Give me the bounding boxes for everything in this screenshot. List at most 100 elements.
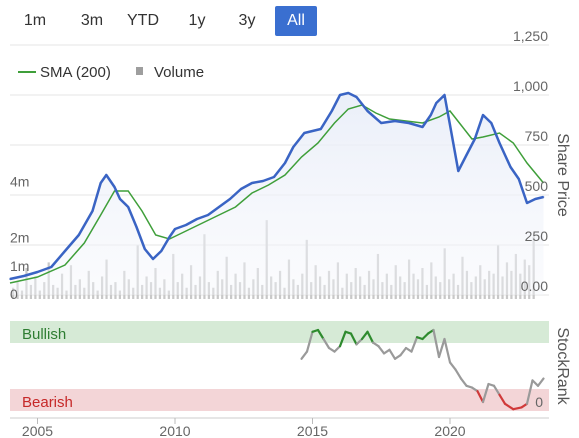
price-tick-label: 750 [525, 128, 549, 144]
price-point [273, 176, 275, 178]
price-point [482, 114, 484, 116]
price-point [218, 206, 220, 208]
stockrank-segment [300, 350, 309, 360]
price-point [135, 226, 138, 228]
stockrank-segment [333, 345, 342, 353]
stockrank-segment [322, 337, 331, 350]
stockrank-zero-tick: 0 [535, 394, 543, 410]
price-point [251, 182, 253, 184]
bullish-band [10, 321, 549, 343]
stockrank-segment [338, 330, 347, 348]
price-point [168, 236, 171, 238]
price-tick-label: 1,000 [513, 78, 548, 94]
price-point [303, 132, 306, 134]
stockrank-segment [498, 393, 507, 405]
stockrank-segment [360, 330, 369, 341]
bearish-label: Bearish [22, 394, 73, 411]
price-point [366, 110, 369, 112]
stockrank-segment [399, 346, 408, 357]
x-tick-label: 2005 [22, 423, 53, 438]
price-point [435, 102, 438, 104]
sma-line [9, 104, 545, 284]
price-line [9, 91, 544, 281]
stockrank-segment [476, 390, 485, 404]
range-tab-all[interactable]: All [275, 6, 317, 36]
stockrank-segment [492, 384, 501, 396]
price-point [262, 180, 264, 182]
price-point [526, 202, 528, 204]
stockrank-segment [366, 330, 375, 344]
price-point [77, 234, 80, 236]
price-point [449, 124, 451, 126]
price-point [185, 224, 187, 226]
price-point [473, 138, 476, 140]
price-point [421, 126, 424, 128]
price-point [64, 250, 66, 252]
price-point [380, 122, 383, 124]
price-point [429, 114, 432, 116]
stockrank-segment [316, 328, 325, 341]
price-point [407, 122, 410, 124]
range-tab-ytd[interactable]: YTD [127, 12, 159, 29]
share-price-axis-label: Share Price [554, 133, 571, 217]
price-area-fill [10, 93, 544, 295]
price-point [229, 198, 231, 200]
stockrank-segment [448, 361, 457, 371]
price-point [207, 214, 209, 216]
price-point [174, 228, 176, 230]
price-point [465, 154, 468, 156]
price-point [160, 250, 163, 252]
legend-sma-label: SMA (200) [40, 64, 111, 81]
price-point [240, 188, 242, 190]
price-tick-label: 0.00 [521, 278, 548, 294]
legend-volume-swatch [136, 67, 143, 75]
bearish-band [10, 389, 549, 411]
volume-tick-label: 2m [10, 230, 29, 246]
price-tick-label: 1,250 [513, 28, 548, 44]
price-point [490, 122, 493, 124]
price-points [9, 92, 545, 280]
volume-tick-label: 4m [10, 173, 29, 189]
price-point [534, 198, 537, 200]
stockrank-segment [355, 337, 364, 346]
stockrank-line [300, 328, 545, 411]
price-point [443, 94, 446, 96]
stockrank-segment [503, 402, 515, 411]
price-point [119, 198, 121, 200]
price-point [22, 275, 25, 277]
price-point [127, 206, 130, 208]
price-point [292, 146, 295, 148]
price-point [9, 278, 11, 280]
range-tab-3m[interactable]: 3m [80, 12, 104, 29]
stockrank-segment [459, 377, 468, 387]
price-tick-label: 500 [525, 178, 549, 194]
price-point [339, 94, 341, 96]
stockrank-segment [377, 345, 386, 355]
stockrank-segment [388, 348, 397, 360]
price-point [542, 196, 545, 198]
stockrank-segment [512, 406, 523, 411]
price-point [347, 92, 350, 94]
range-tab-1y[interactable]: 1y [188, 12, 206, 29]
price-point [319, 128, 322, 130]
bullish-label: Bullish [22, 326, 66, 343]
price-point [50, 266, 53, 268]
price-point [196, 218, 198, 220]
price-point [143, 248, 146, 250]
price-point [99, 182, 102, 184]
stockrank-segment [437, 337, 446, 359]
stockrank-segment [305, 330, 314, 353]
price-point [311, 130, 314, 132]
stockrank-segment [481, 382, 490, 404]
range-tab-3y[interactable]: 3y [238, 12, 256, 29]
x-tick-label: 2010 [159, 423, 190, 438]
price-point [509, 166, 512, 168]
price-point [517, 178, 520, 180]
stockrank-segment [443, 337, 452, 364]
price-point [113, 186, 116, 188]
x-tick-label: 2015 [297, 423, 328, 438]
range-tab-1m[interactable]: 1m [23, 12, 47, 29]
stockrank-segment [525, 379, 534, 405]
stockrank-segment [349, 332, 358, 346]
